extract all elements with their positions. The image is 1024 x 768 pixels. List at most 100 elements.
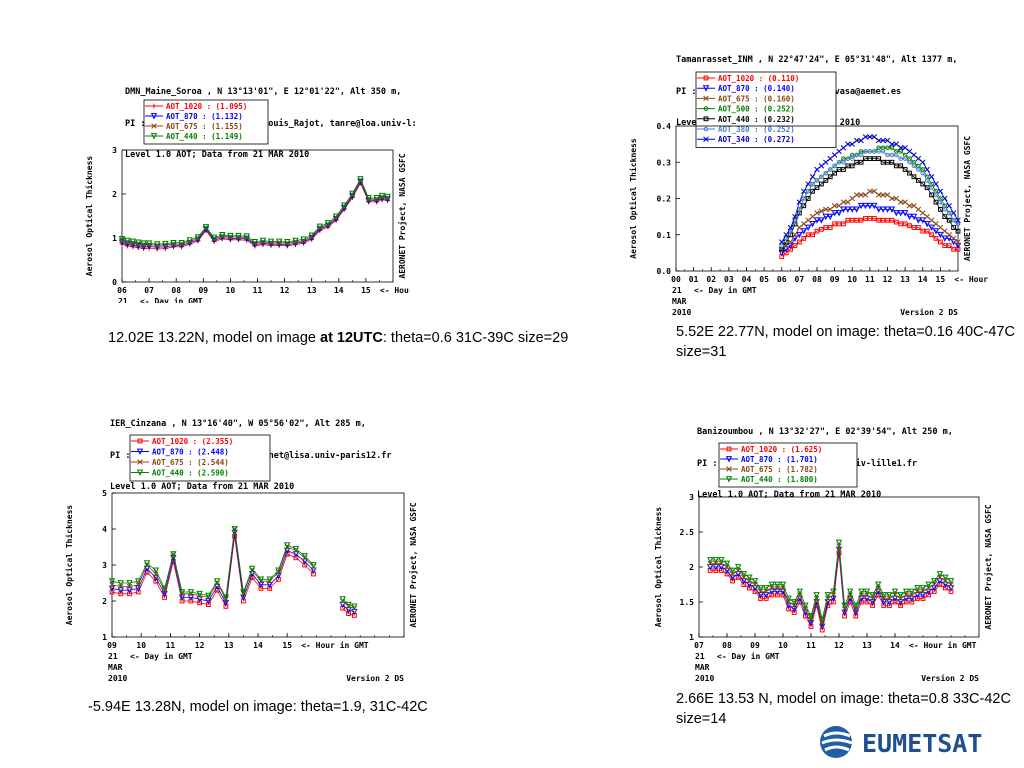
x-tick-label: 06 [117, 286, 127, 295]
series-line [710, 549, 952, 627]
data-point [800, 228, 807, 235]
data-point [796, 199, 803, 205]
data-point [928, 224, 935, 232]
data-point [880, 599, 888, 606]
month-label: MAR [695, 663, 710, 672]
data-point [928, 217, 935, 224]
data-point [831, 210, 838, 217]
y-tick-label: 1 [689, 633, 694, 642]
y-axis-label: Aerosol Optical Thickness [628, 138, 638, 259]
legend-entry: AOT_870 : (2.448) [152, 448, 229, 457]
x-tick-label: 13 [862, 641, 872, 650]
x-tick-label: 08 [812, 275, 822, 284]
data-point [875, 206, 882, 213]
data-point [292, 545, 300, 553]
data-point [898, 163, 904, 169]
series-aot_675 [119, 177, 391, 249]
data-point [792, 213, 798, 220]
day-axis-label: <- Day in GMT [130, 651, 193, 661]
data-point [768, 588, 776, 596]
data-point [137, 438, 143, 444]
data-point [924, 166, 930, 173]
x-tick-label: 11 [253, 286, 263, 295]
data-point [867, 156, 873, 162]
series-aot_675 [707, 543, 954, 626]
data-point [919, 585, 927, 592]
data-point [801, 235, 807, 241]
data-point [809, 220, 816, 228]
data-point [787, 239, 794, 245]
data-point [863, 595, 871, 603]
data-point [955, 217, 961, 224]
data-point [136, 469, 144, 477]
data-point [150, 113, 158, 120]
legend-box [143, 99, 269, 145]
data-point [818, 208, 825, 214]
data-point [924, 213, 930, 220]
data-point [153, 571, 159, 577]
x-tick-label: 13 [307, 286, 317, 295]
data-point [919, 159, 926, 166]
day-axis-label: <- Day in GMT [717, 651, 780, 661]
data-point [911, 225, 917, 230]
data-point [908, 595, 916, 603]
data-point [818, 217, 825, 224]
data-point [814, 178, 820, 183]
data-point [955, 239, 961, 245]
data-point [955, 221, 961, 227]
data-point [729, 567, 736, 575]
data-point [871, 188, 878, 195]
data-point [802, 602, 809, 610]
data-point [703, 136, 709, 142]
x-tick-label: 08 [722, 641, 732, 650]
data-point [867, 134, 873, 140]
data-point [897, 199, 904, 205]
data-point [950, 239, 957, 246]
data-point [893, 163, 899, 169]
data-point [118, 583, 124, 590]
data-point [702, 85, 710, 92]
data-point [117, 580, 124, 587]
data-point [712, 564, 720, 571]
aot-chart-tam: AOT_1020 : (0.110)AOT_870 : (0.140)AOT_6… [628, 71, 989, 317]
data-point [845, 217, 851, 223]
data-point [308, 232, 315, 239]
data-point [703, 106, 709, 111]
caption-tam: 5.52E 22.77N, model on image: theta=0.16… [676, 324, 1015, 360]
data-point [734, 564, 742, 571]
data-point [118, 235, 126, 243]
data-point [863, 216, 868, 221]
series-line [781, 218, 958, 257]
data-point [907, 159, 912, 165]
data-point [841, 609, 848, 617]
legend-entry: AOT_675 : (0.160) [718, 94, 795, 103]
legend-entry: AOT_1020 : (2.355) [152, 437, 233, 446]
data-point [785, 595, 792, 603]
data-point [785, 602, 792, 610]
data-point [109, 582, 115, 588]
right-axis-label: AERONET Project, NASA GSFC [962, 136, 972, 261]
plot-frame [111, 492, 405, 638]
data-point [932, 228, 940, 235]
data-point [897, 592, 904, 599]
data-point [810, 188, 815, 194]
data-point [827, 174, 833, 180]
data-point [248, 565, 256, 573]
data-point [275, 238, 283, 246]
data-point [840, 144, 847, 151]
data-point [840, 199, 847, 205]
data-point [906, 213, 913, 221]
data-point [196, 590, 203, 598]
data-point [845, 141, 851, 147]
data-point [871, 134, 878, 140]
data-point [906, 202, 913, 209]
data-point [876, 149, 881, 154]
eumetsat-logo-icon: EUMETSAT [820, 726, 982, 758]
data-point [746, 574, 753, 582]
data-point [822, 213, 830, 221]
data-point [832, 170, 838, 176]
data-point [703, 126, 709, 132]
data-point [813, 592, 820, 599]
data-point [178, 589, 186, 596]
data-point [936, 578, 944, 585]
